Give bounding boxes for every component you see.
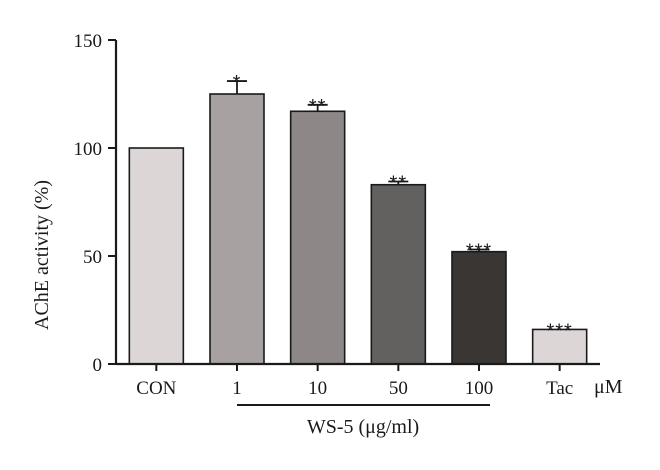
x-tick-label: 100 bbox=[465, 378, 494, 399]
bar-tac bbox=[531, 328, 588, 365]
bar-100 bbox=[451, 250, 507, 365]
x-tick-label: 10 bbox=[308, 378, 327, 399]
significance-label: *** bbox=[466, 241, 492, 263]
x-tick-label: 50 bbox=[389, 378, 408, 399]
bar-10 bbox=[289, 110, 346, 365]
x-tick-label: 1 bbox=[232, 378, 242, 399]
x-tick-label: CON bbox=[136, 378, 176, 399]
y-axis-title: AChE activity (%) bbox=[31, 180, 53, 330]
significance-label: *** bbox=[546, 320, 572, 342]
y-tick-label: 100 bbox=[74, 139, 103, 160]
bar-con bbox=[128, 147, 185, 365]
x-tick-label: Tac bbox=[546, 378, 573, 399]
bar-1 bbox=[209, 93, 265, 365]
y-axis: 0 50 100 150 bbox=[74, 31, 118, 376]
significance-label: * bbox=[233, 72, 242, 94]
y-tick-label: 0 bbox=[93, 355, 103, 376]
significance-label: ** bbox=[390, 172, 408, 194]
y-tick-label: 150 bbox=[74, 31, 103, 52]
x-axis: CON 1 10 50 100 Tac bbox=[116, 362, 600, 399]
bar-50 bbox=[370, 183, 427, 365]
significance-label: ** bbox=[309, 96, 327, 118]
y-tick-label: 50 bbox=[83, 247, 102, 268]
unit-label: μM bbox=[594, 376, 623, 398]
bars: *********** bbox=[128, 72, 588, 365]
ws5-group-label: WS-5 (μg/ml) bbox=[307, 416, 419, 438]
